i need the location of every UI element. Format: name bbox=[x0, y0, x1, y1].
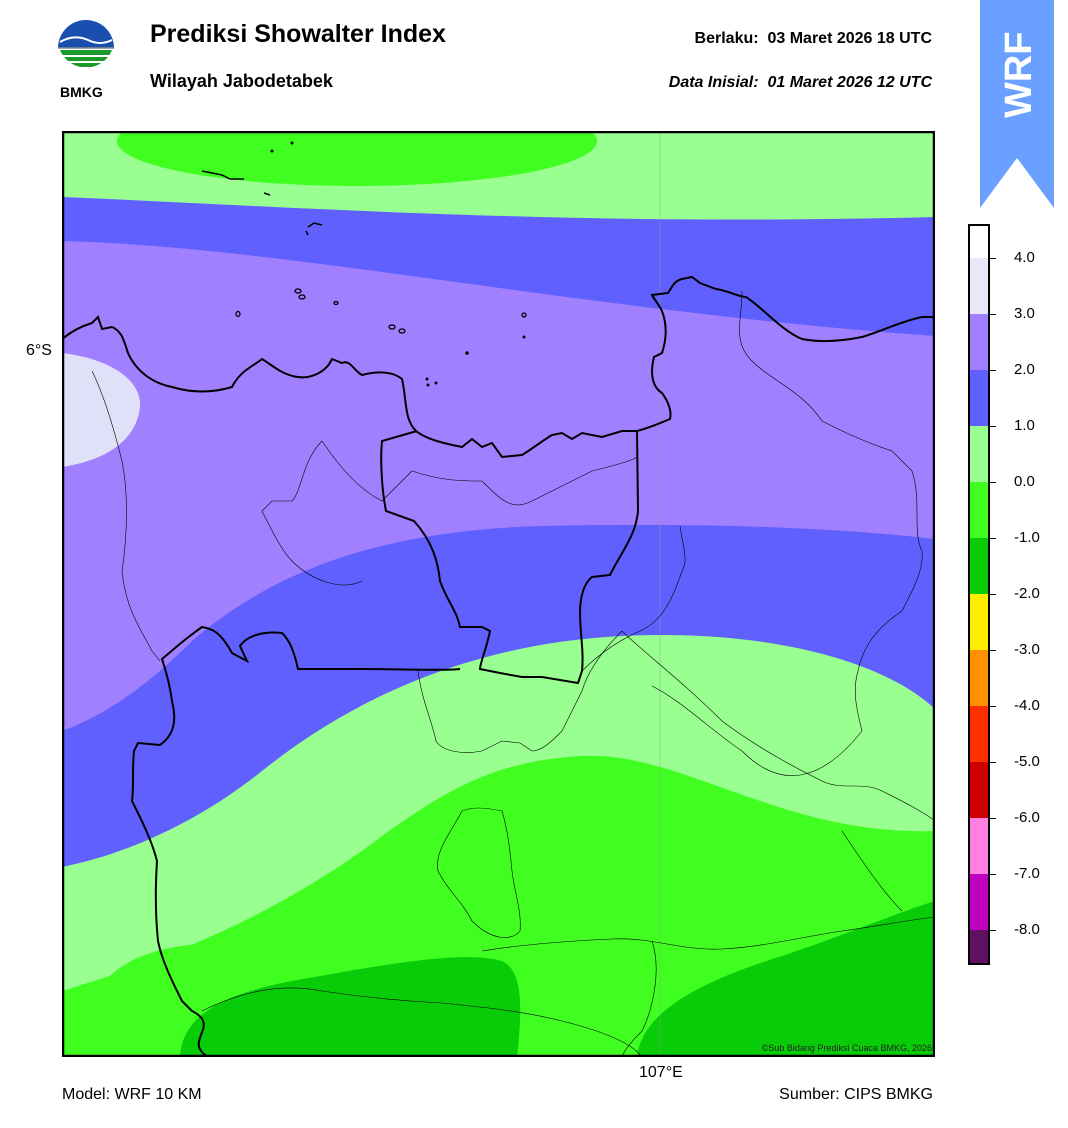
colorbar-swatch bbox=[969, 370, 989, 426]
colorbar-tick bbox=[990, 874, 996, 875]
colorbar-label: 0.0 bbox=[1014, 473, 1035, 490]
colorbar-swatch bbox=[969, 482, 989, 538]
colorbar-swatch bbox=[969, 314, 989, 370]
colorbar-swatch bbox=[969, 258, 989, 314]
colorbar-tick bbox=[990, 818, 996, 819]
colorbar-swatch bbox=[969, 538, 989, 594]
map-credit: ©Sub Bidang Prediksi Cuaca BMKG, 2026 bbox=[761, 1043, 932, 1053]
colorbar-tick bbox=[990, 426, 996, 427]
bmkg-logo-icon bbox=[58, 20, 114, 69]
colorbar-label: -7.0 bbox=[1014, 865, 1040, 882]
colorbar-label: 1.0 bbox=[1014, 417, 1035, 434]
longitude-label: 107°E bbox=[639, 1064, 683, 1081]
colorbar-tick bbox=[990, 706, 996, 707]
colorbar-label: -5.0 bbox=[1014, 753, 1040, 770]
colorbar-label: 3.0 bbox=[1014, 305, 1035, 322]
colorbar-label: -6.0 bbox=[1014, 809, 1040, 826]
colorbar-tick bbox=[990, 370, 996, 371]
colorbar-swatch bbox=[969, 762, 989, 818]
colorbar-label: -8.0 bbox=[1014, 921, 1040, 938]
colorbar-label: -2.0 bbox=[1014, 585, 1040, 602]
colorbar-tick bbox=[990, 258, 996, 259]
colorbar-swatch bbox=[969, 426, 989, 482]
colorbar-swatch bbox=[969, 818, 989, 874]
colorbar-label: -4.0 bbox=[1014, 697, 1040, 714]
colorbar-tick bbox=[990, 538, 996, 539]
colorbar-swatch bbox=[969, 930, 989, 964]
colorbar-label: 2.0 bbox=[1014, 361, 1035, 378]
logo-text: BMKG bbox=[60, 84, 103, 100]
footer-source: Sumber: CIPS BMKG bbox=[779, 1086, 933, 1103]
footer-model: Model: WRF 10 KM bbox=[62, 1086, 202, 1103]
latitude-label: 6°S bbox=[26, 342, 52, 359]
colorbar bbox=[968, 224, 990, 965]
page-title: Prediksi Showalter Index bbox=[150, 20, 446, 48]
colorbar-tick bbox=[990, 482, 996, 483]
colorbar-swatch bbox=[969, 706, 989, 762]
init-time-value: 01 Maret 2026 12 UTC bbox=[767, 74, 932, 91]
colorbar-cap bbox=[969, 225, 989, 259]
map bbox=[62, 131, 935, 1057]
init-label: Data Inisial: bbox=[668, 74, 759, 91]
colorbar-swatch bbox=[969, 874, 989, 930]
colorbar-label: -1.0 bbox=[1014, 529, 1040, 546]
valid-label: Berlaku: bbox=[694, 30, 759, 47]
colorbar-label: -3.0 bbox=[1014, 641, 1040, 658]
colorbar-tick bbox=[990, 594, 996, 595]
wrf-badge-label: WRF bbox=[998, 31, 1040, 119]
colorbar-tick bbox=[990, 650, 996, 651]
page-subtitle: Wilayah Jabodetabek bbox=[150, 71, 333, 91]
colorbar-swatch bbox=[969, 594, 989, 650]
colorbar-tick bbox=[990, 314, 996, 315]
wrf-badge bbox=[980, 0, 1054, 208]
colorbar-tick bbox=[990, 762, 996, 763]
colorbar-swatch bbox=[969, 650, 989, 706]
valid-time-value: 03 Maret 2026 18 UTC bbox=[767, 30, 932, 47]
colorbar-label: 4.0 bbox=[1014, 249, 1035, 266]
valid-time: Berlaku: 03 Maret 2026 18 UTC bbox=[695, 30, 932, 48]
colorbar-tick bbox=[990, 930, 996, 931]
init-time: Data Inisial: 01 Maret 2026 12 UTC bbox=[669, 74, 932, 92]
